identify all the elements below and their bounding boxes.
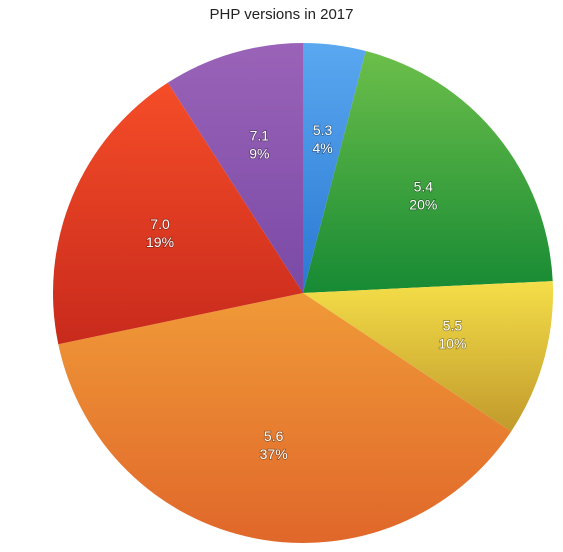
pie-slice-5-4 [303,51,553,294]
slice-percent-5-6: 37% [260,446,288,462]
slice-percent-5-4: 20% [409,196,437,212]
slice-percent-7-1: 9% [249,145,269,161]
slice-label-5-3: 5.3 [313,122,333,138]
pie-labels: 5.3 4% 5.4 20% 5.5 10% 5.6 37% 7.0 19% 7.1 9% [145,122,467,463]
pie-slice-7-1 [167,43,303,293]
slice-label-5-6: 5.6 [264,428,284,444]
slice-label-5-5: 5.5 [443,317,463,333]
pie-slice-5-3 [303,43,366,293]
pie-slices [52,43,554,543]
slice-label-7-1: 7.1 [250,127,270,143]
slice-label-7-0: 7.0 [150,216,170,232]
chart-title: PHP versions in 2017 [209,6,354,23]
slice-percent-5-3: 4% [313,140,333,156]
pie-slice-5-6 [58,293,512,543]
pie-slice-7-0 [52,82,303,345]
slice-percent-5-5: 10% [438,335,466,351]
slice-label-5-4: 5.4 [414,178,434,194]
pie-slice-5-5 [303,281,554,432]
slice-percent-7-0: 19% [146,234,174,250]
